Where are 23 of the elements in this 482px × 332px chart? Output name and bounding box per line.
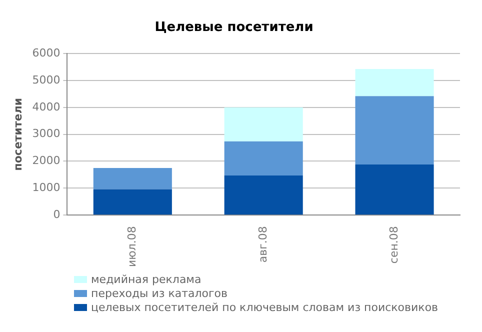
legend-label: целевых посетителей по ключевым словам из поисковиков <box>91 300 438 314</box>
chart-title: Целевые посетители <box>154 20 314 36</box>
bar <box>355 164 434 215</box>
bar <box>224 176 303 215</box>
y-tick-label: 1000 <box>32 181 60 194</box>
bar <box>93 168 172 190</box>
x-tick-label: сен.08 <box>387 226 400 264</box>
x-tick-label: июл.08 <box>126 226 139 268</box>
bar <box>355 68 434 96</box>
x-tick-label: авг.08 <box>256 226 270 263</box>
y-tick-label: 5000 <box>32 73 60 86</box>
bar <box>355 96 434 164</box>
bar <box>93 189 172 215</box>
y-tick-label: 6000 <box>32 46 60 60</box>
bar <box>224 141 303 176</box>
legend-label: переходы из каталогов <box>91 286 228 300</box>
y-tick-label: 3000 <box>32 127 60 140</box>
y-tick-label: 2000 <box>32 154 60 168</box>
y-axis-title: посетители <box>11 98 24 171</box>
legend-label: медийная реклама <box>91 272 202 286</box>
bar <box>224 107 303 142</box>
y-tick-label: 4000 <box>32 100 60 114</box>
y-tick-label: 0 <box>53 208 60 221</box>
